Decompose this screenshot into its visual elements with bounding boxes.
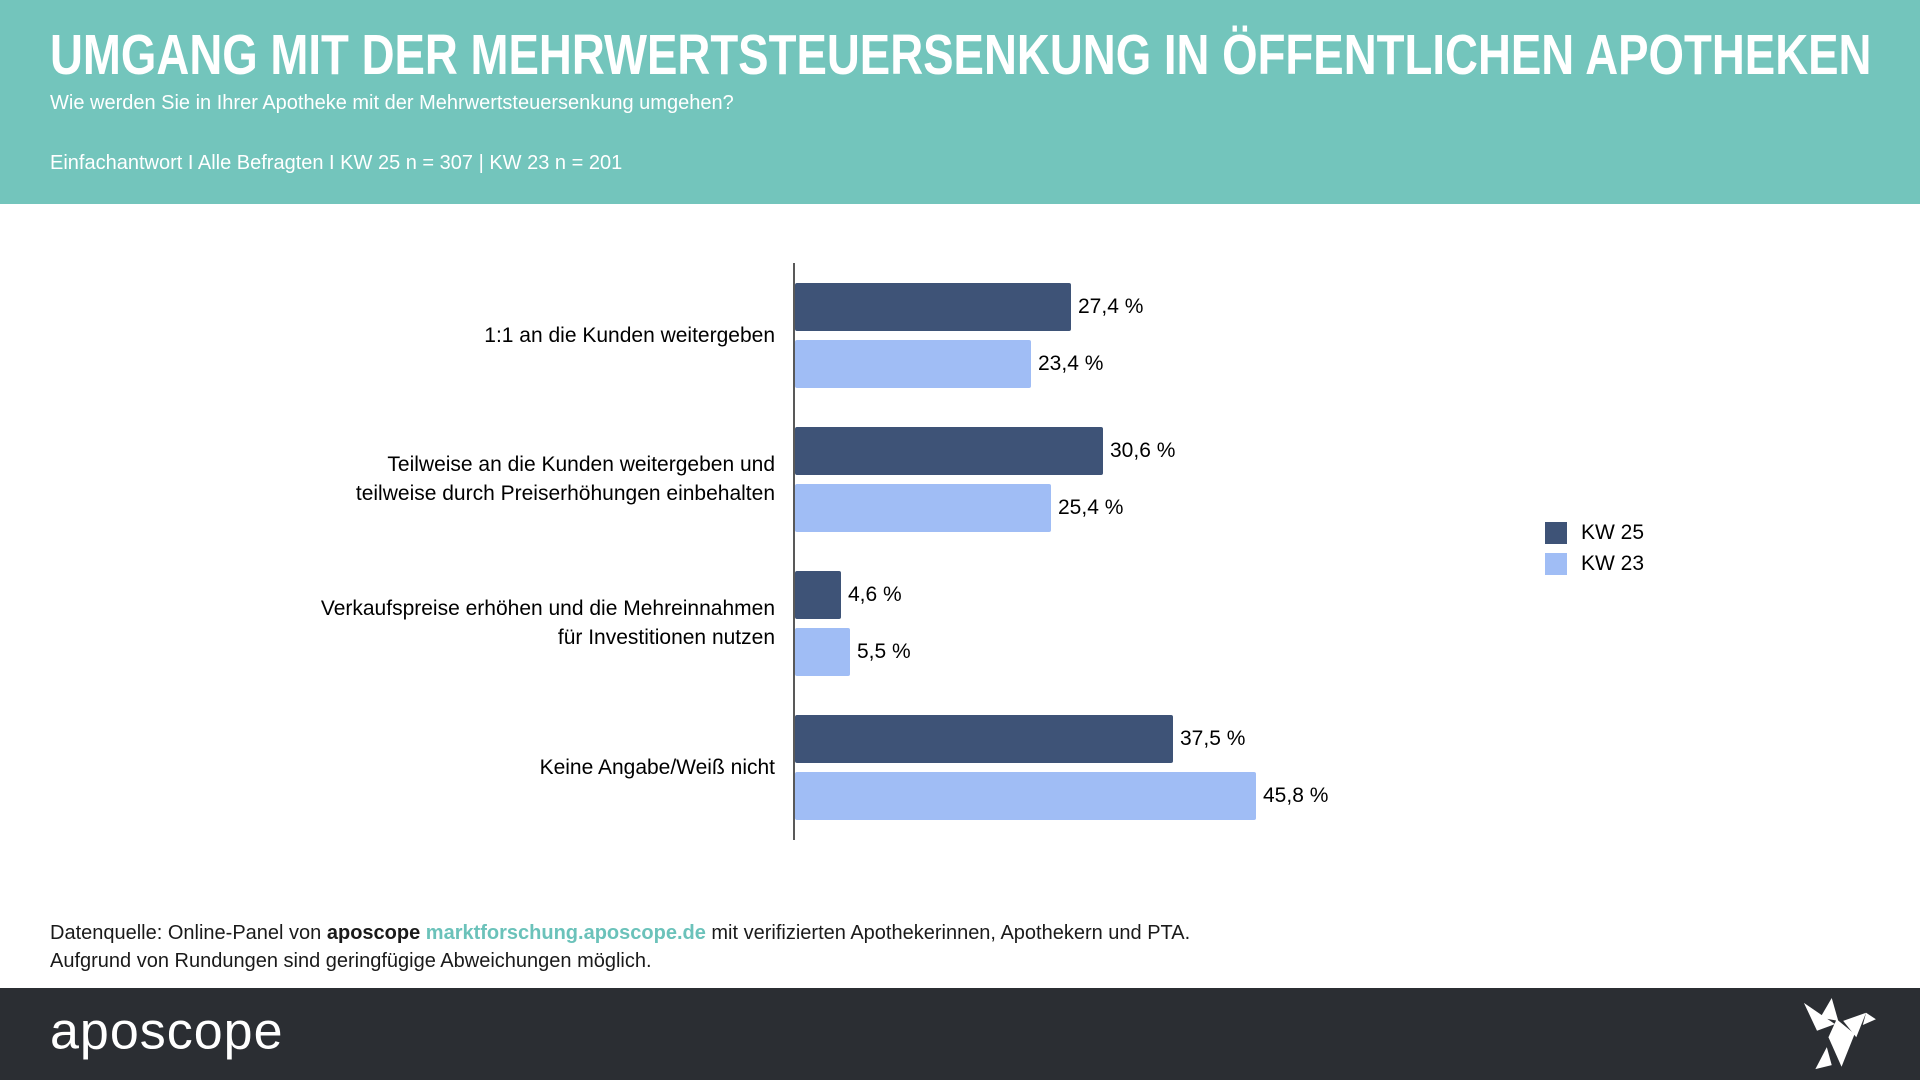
bar-kw25 [795, 283, 1071, 331]
value-label: 4,6 % [848, 583, 902, 606]
legend-label-kw25: KW 25 [1581, 521, 1645, 544]
source-note: Datenquelle: Online-Panel von aposcope m… [50, 919, 1190, 975]
y-axis-line [793, 263, 795, 840]
bar-kw25 [795, 427, 1103, 475]
chart-row: 1:1 an die Kunden weitergeben 27,4 % 23,4 … [0, 263, 1920, 407]
value-label: 37,5 % [1180, 727, 1246, 750]
bar-kw23 [795, 772, 1256, 820]
aposcope-logo: aposcope [50, 1002, 284, 1061]
footer-bar: aposcope [0, 988, 1920, 1080]
value-label: 45,8 % [1263, 784, 1329, 807]
chart-row: Teilweise an die Kunden weitergeben und t… [0, 407, 1920, 551]
source-link[interactable]: marktforschung.aposcope.de [425, 922, 706, 944]
value-label: 5,5 % [857, 640, 911, 663]
value-label: 25,4 % [1058, 496, 1124, 519]
bar-kw23 [795, 484, 1051, 532]
bar-chart: 1:1 an die Kunden weitergeben 27,4 % 23,4 … [0, 263, 1920, 840]
legend-swatch-kw23 [1545, 553, 1567, 575]
category-label: Verkaufspreise erhöhen und die Mehreinna… [320, 597, 775, 649]
legend-swatch-kw25 [1545, 522, 1567, 544]
header-banner: UMGANG MIT DER MEHRWERTSTEUERSENKUNG IN … [0, 0, 1920, 204]
source-line-1: Datenquelle: Online-Panel von aposcope m… [50, 919, 1190, 947]
category-label: Keine Angabe/Weiß nicht [539, 755, 775, 779]
value-label: 23,4 % [1038, 352, 1104, 375]
legend-label-kw23: KW 23 [1581, 552, 1645, 575]
value-label: 27,4 % [1078, 295, 1144, 318]
category-label: Teilweise an die Kunden weitergeben und t… [355, 453, 775, 505]
bar-kw25 [795, 571, 841, 619]
page-title: UMGANG MIT DER MEHRWERTSTEUERSENKUNG IN … [50, 23, 1872, 87]
bar-kw23 [795, 628, 850, 676]
bar-kw25 [795, 715, 1173, 763]
source-text-2: mit verifizierten Apothekerinnen, Apothe… [705, 922, 1191, 944]
category-label: 1:1 an die Kunden weitergeben [484, 323, 775, 347]
origami-bird-icon [1803, 998, 1876, 1070]
legend: KW 25 KW 23 [1545, 521, 1644, 576]
survey-question: Wie werden Sie in Ihrer Apotheke mit der… [50, 92, 734, 114]
legend-item-kw23: KW 23 [1545, 552, 1644, 576]
value-label: 30,6 % [1110, 439, 1176, 462]
source-line-2: Aufgrund von Rundungen sind geringfügige… [50, 950, 652, 972]
source-text-1: Datenquelle: Online-Panel von [50, 922, 327, 944]
sample-info: Einfachantwort I Alle Befragten I KW 25 … [50, 152, 623, 174]
legend-item-kw25: KW 25 [1545, 521, 1644, 545]
page-title-wrap: UMGANG MIT DER MEHRWERTSTEUERSENKUNG IN … [50, 24, 1920, 87]
bar-kw23 [795, 340, 1031, 388]
chart-row: Verkaufspreise erhöhen und die Mehreinna… [0, 551, 1920, 695]
source-brand: aposcope [326, 922, 421, 944]
chart-row: Keine Angabe/Weiß nicht 37,5 % 45,8 % [0, 695, 1920, 839]
